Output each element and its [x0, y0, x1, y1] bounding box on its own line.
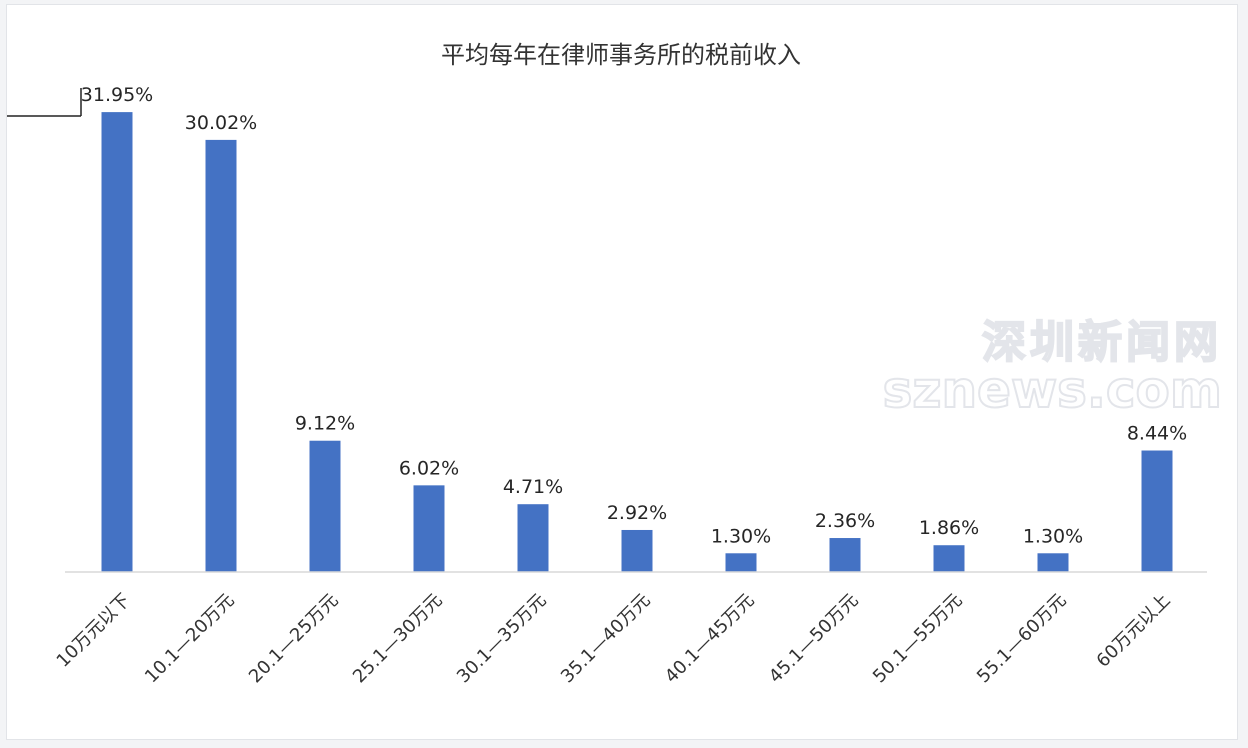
x-tick-label: 30.1—35万元 — [453, 590, 551, 688]
bar — [1141, 450, 1173, 572]
bar — [725, 553, 757, 572]
x-tick-label: 50.1—55万元 — [869, 590, 967, 688]
x-tick-label: 10.1—20万元 — [141, 590, 239, 688]
data-label: 4.71% — [503, 476, 563, 498]
data-labels: 31.95% 30.02% 9.12% 6.02% 4.71% 2.92% 1.30% 2.3… — [81, 84, 1187, 547]
x-axis-tick-labels: 10万元以下 10.1—20万元 20.1—25万元 25.1—30万元 30.1—35… — [53, 590, 1175, 688]
data-label: 6.02% — [399, 457, 459, 479]
data-label: 1.30% — [711, 525, 771, 547]
x-tick-label: 40.1—45万元 — [661, 590, 759, 688]
data-label: 1.30% — [1023, 525, 1083, 547]
data-label: 2.92% — [607, 502, 667, 524]
data-label: 9.12% — [295, 413, 355, 435]
x-tick-label: 45.1—50万元 — [765, 590, 863, 688]
chart-title: 平均每年在律师事务所的税前收入 — [441, 41, 801, 69]
x-tick-label: 20.1—25万元 — [245, 590, 343, 688]
x-tick-label: 60万元以上 — [1093, 590, 1175, 672]
watermark-chinese: 深圳新闻网 — [982, 317, 1222, 368]
bar — [413, 485, 445, 572]
bar — [621, 529, 653, 572]
bar — [205, 139, 237, 573]
bar — [1037, 553, 1069, 572]
watermark-url: sznews.com — [883, 361, 1222, 419]
data-label: 2.36% — [815, 510, 875, 532]
bar — [517, 504, 549, 572]
data-label: 30.02% — [185, 112, 257, 134]
data-label: 31.95% — [81, 84, 153, 106]
bar — [309, 440, 341, 572]
bar-chart: 深圳新闻网 sznews.com 平均每年在律师事务所的税前收入 31.95%3… — [7, 41, 1223, 688]
data-label: 8.44% — [1127, 423, 1187, 445]
bar — [829, 538, 861, 572]
bar — [101, 112, 133, 572]
x-tick-label: 35.1—40万元 — [557, 590, 655, 688]
bar-series — [101, 112, 1173, 573]
bar — [933, 545, 965, 572]
data-label: 1.86% — [919, 517, 979, 539]
x-tick-label: 55.1—60万元 — [973, 590, 1071, 688]
x-tick-label: 25.1—30万元 — [349, 590, 447, 688]
chart-frame: 深圳新闻网 sznews.com 平均每年在律师事务所的税前收入 31.95% 3… — [6, 4, 1238, 740]
x-tick-label: 10万元以下 — [53, 590, 135, 672]
